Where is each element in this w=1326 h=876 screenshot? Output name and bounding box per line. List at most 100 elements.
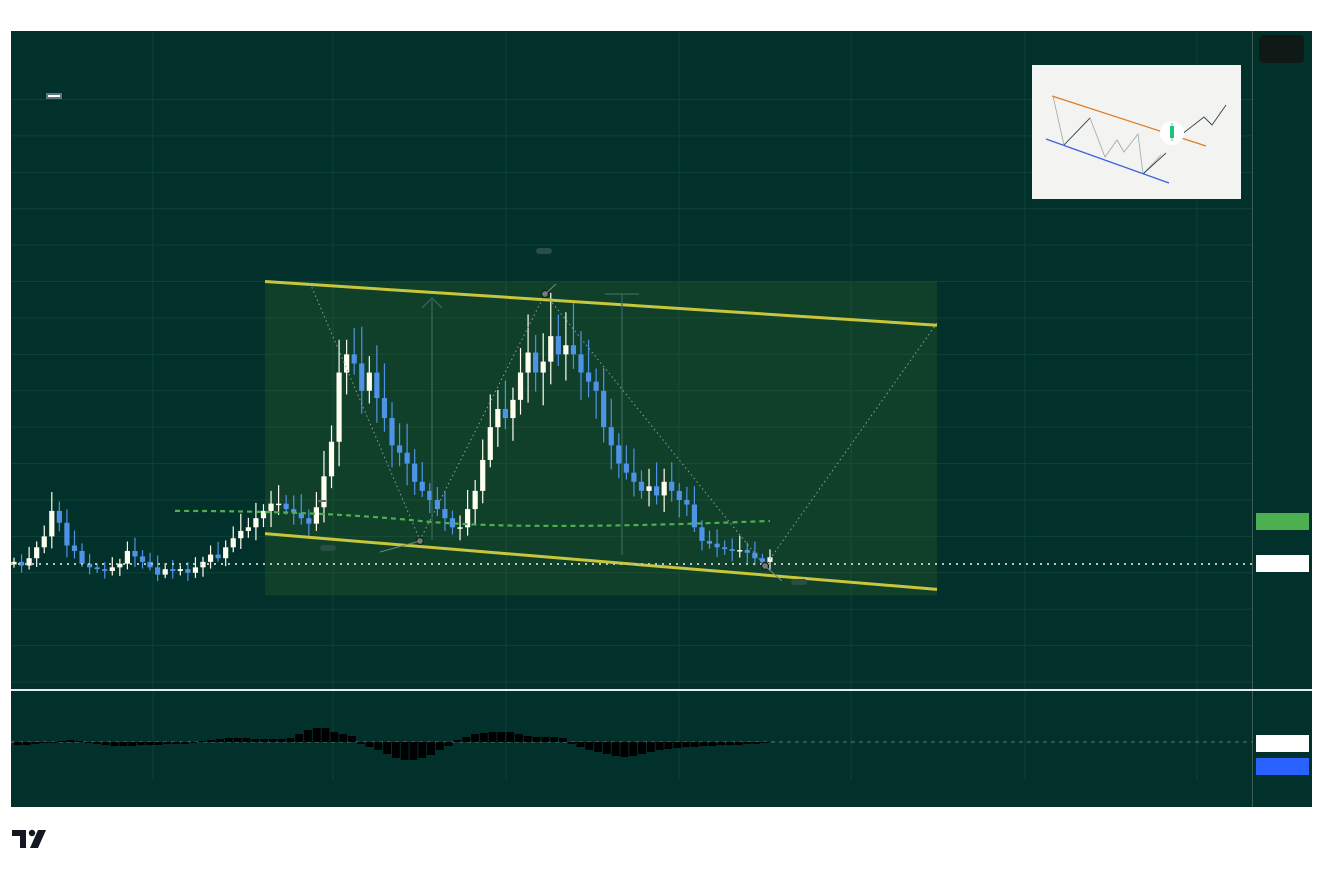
candle-body [533,352,539,373]
macd-histogram-bar [66,740,75,742]
macd-histogram-bar [348,736,356,742]
signal-value-tag [1256,758,1309,775]
macd-histogram-bar [31,742,40,744]
candle-body [306,518,312,524]
macd-histogram-bar [22,742,31,745]
candle-body [669,481,675,491]
tradingview-logo[interactable] [12,828,56,850]
candle-body [366,372,372,391]
recent-low-price-label [791,579,807,585]
candle-body [706,540,713,544]
candle-body [616,445,622,464]
candle-body [230,538,236,548]
candle-body [601,390,607,428]
macd-histogram-bar [224,738,233,742]
macd-histogram-bar [374,742,383,750]
macd-histogram-bar [207,740,216,742]
macd-histogram-bar [84,742,93,743]
swing-path [309,282,938,567]
symbol-legend[interactable] [22,39,42,54]
candle-body [548,336,554,362]
candle-body [192,567,199,573]
candle-body [631,472,637,482]
candle-body [676,490,682,500]
pane-separator[interactable] [11,689,1312,691]
macd-histogram-bar [576,742,585,747]
candle-body [374,372,380,399]
candle-body [200,561,206,568]
candle-body [276,503,282,506]
macd-histogram-bar [286,738,295,742]
descending-channel-diagram [1045,95,1227,184]
candle-body [638,481,645,491]
candle-body [117,563,123,568]
candle-body [79,550,85,564]
ma-200-label [318,500,326,502]
candle-body [744,550,750,553]
candle-body [729,549,735,551]
macd-histogram-bar [128,742,137,746]
candle-body [465,509,471,528]
candle-body [11,561,17,565]
candle-body [18,561,25,566]
macd-histogram-bar [690,742,699,747]
ma-200-line [174,509,771,528]
candle-body [767,557,773,562]
macd-histogram-bar [145,742,154,745]
price-scale-border [1252,31,1253,807]
chart-title-badge [46,93,62,99]
macd-histogram-bar [49,742,57,743]
macd-histogram-bar [400,742,409,760]
macd-histogram-bar [611,742,620,756]
candle-body [457,527,463,529]
macd-histogram-bar [242,738,251,742]
tradingview-logo-icon [12,829,46,848]
macd-histogram-bar [427,742,435,755]
candle-body [525,352,531,373]
macd-histogram-bar [471,734,479,742]
candle-body [646,486,652,491]
candle-body [328,441,335,477]
macd-histogram-bar [602,742,611,754]
candle-body [185,569,191,573]
macd-histogram-bar [93,742,101,744]
candle-body [109,567,115,571]
candle-body [283,503,289,510]
macd-histogram-bar [726,742,734,745]
macd-histogram-bar [462,737,471,742]
candle-body [555,336,561,355]
macd-histogram-bar [268,739,277,742]
macd-histogram-bar [57,741,66,742]
candle-body [336,372,342,442]
candle-body [585,372,592,382]
candle-body [49,510,55,537]
currency-button[interactable] [1259,35,1304,63]
macd-histogram-bar [295,734,304,742]
macd-histogram-bar [119,742,128,746]
leader-line [379,540,421,553]
candle-body [87,563,93,568]
candle-body [162,569,168,575]
last-price-tag [1256,555,1309,572]
macd-histogram-bar [638,742,646,754]
macd-histogram-bar [444,742,453,746]
macd-histogram-bar [110,742,119,746]
macd-histogram-bar [14,742,22,745]
macd-histogram-bar [321,728,330,742]
candle-body [260,510,267,519]
macd-histogram-bar [646,742,655,752]
candle-body [480,459,486,491]
candle-body [699,527,705,541]
candle-body [578,354,584,373]
candle-body [563,345,569,355]
pattern-inset-image [1032,65,1241,199]
arrow-up-icon [421,297,443,309]
macd-histogram-bar [734,742,743,745]
candle-body [94,567,100,570]
candle-body [593,381,599,391]
macd-histogram-bar [181,742,189,744]
macd-histogram-bar [312,728,321,742]
candle-body [56,510,62,523]
candle-body [223,547,229,559]
